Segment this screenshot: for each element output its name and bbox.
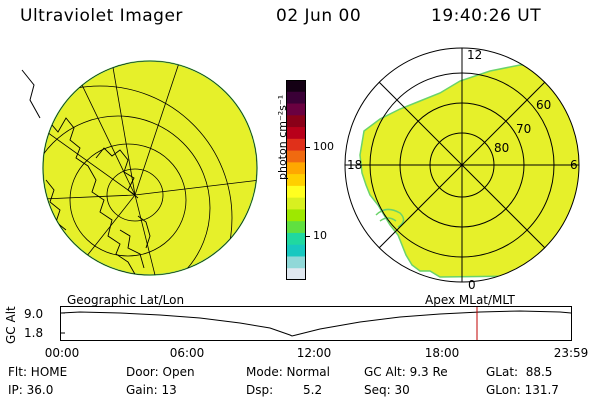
lat-lon-grid [43, 61, 257, 275]
colorbar-band [286, 268, 306, 280]
left-projection-label: Geographic Lat/Lon [67, 293, 185, 307]
status-gain: Gain: 13 [126, 383, 177, 397]
colorbar-band [286, 162, 306, 175]
colorbar-band [286, 256, 306, 269]
status-mode: Mode: Normal [246, 365, 330, 379]
colorbar-band [286, 209, 306, 222]
uv-emission-disk [42, 60, 258, 276]
colorbar-band [286, 244, 306, 257]
timeline-ytick-min: 1.8 [24, 326, 44, 340]
mlat-label-60: 60 [536, 98, 551, 112]
altitude-curve [60, 310, 572, 337]
geographic-image-panel [21, 60, 258, 276]
colorbar-band [286, 174, 306, 187]
colorbar-tick-10: 10 [313, 229, 327, 242]
colorbar-band [286, 150, 306, 163]
mlt-label-12: 12 [467, 48, 482, 62]
mlat-label-70: 70 [516, 122, 531, 136]
status-flt: Flt: HOME [8, 365, 68, 379]
colorbar-band [286, 221, 306, 234]
status-ip: IP: 36.0 [8, 383, 54, 397]
colorbar-band [286, 80, 306, 93]
date-label: 02 Jun 00 [276, 6, 362, 26]
colorbar-band [286, 185, 306, 199]
colorbar-unit-label: photon cm⁻²s⁻¹ [276, 94, 289, 180]
right-projection-label: Apex MLat/MLT [425, 293, 515, 307]
colorbar-tick-100: 100 [313, 140, 334, 153]
timeline-xtick-0600: 06:00 [169, 346, 205, 360]
app-title: Ultraviolet Imager [20, 6, 183, 26]
mlt-label-6: 6 [570, 158, 578, 172]
status-gc-alt: GC Alt: 9.3 Re [364, 365, 448, 379]
mlat-label-80: 80 [494, 141, 509, 155]
polar-mlat-mlt-panel: 12 18 6 0 60 70 80 [344, 47, 580, 290]
timeline-xtick-1200: 12:00 [296, 346, 332, 360]
status-glon: GLon: 131.7 [486, 383, 559, 397]
colorbar-band [286, 232, 306, 246]
colorbar-band [286, 115, 306, 128]
colorbar-band [286, 103, 306, 116]
colorbar-band [286, 138, 306, 152]
status-seq: Seq: 30 [364, 383, 410, 397]
status-dsp-label: Dsp: [246, 383, 274, 397]
timeline-xtick-0000: 00:00 [44, 346, 80, 360]
colorbar-tick-mark-10 [306, 236, 310, 237]
colorbar-band [286, 91, 306, 105]
mlt-label-0: 0 [468, 278, 476, 290]
mlt-label-18: 18 [347, 158, 362, 172]
status-dsp-value: 5.2 [303, 383, 323, 397]
timeline-ytick-max: 9.0 [24, 307, 44, 321]
time-label: 19:40:26 UT [431, 6, 542, 26]
colorbar [286, 80, 306, 280]
polar-grid [344, 47, 580, 283]
status-door: Door: Open [126, 365, 195, 379]
timeline-xtick-2359: 23:59 [553, 346, 589, 360]
timeline-axis-label: GC Alt [4, 306, 18, 344]
colorbar-tick-mark-100 [306, 147, 310, 148]
status-glat: GLat: 88.5 [486, 365, 553, 379]
colorbar-band [286, 197, 306, 210]
colorbar-band [286, 127, 306, 140]
altitude-timeline [60, 306, 572, 341]
timeline-xtick-1800: 18:00 [424, 346, 460, 360]
